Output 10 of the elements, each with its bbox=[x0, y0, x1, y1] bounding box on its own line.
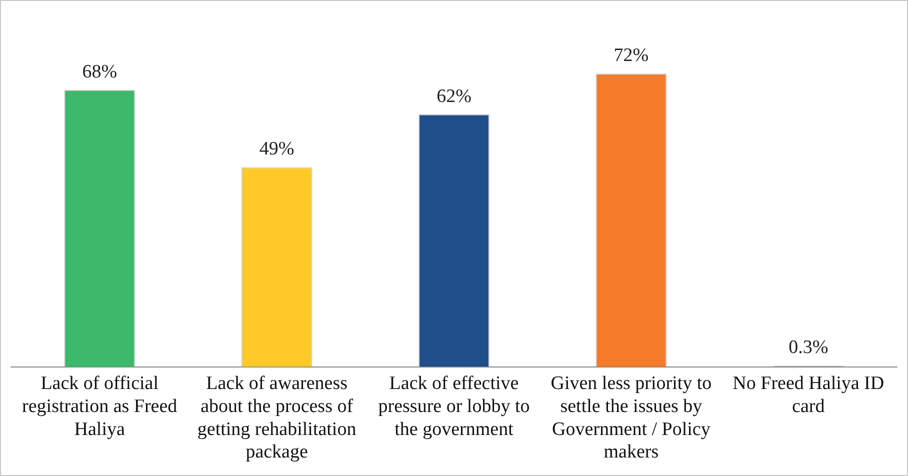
x-tick-label: No Freed Haliya ID card bbox=[732, 373, 884, 417]
data-label: 0.3% bbox=[788, 337, 828, 358]
x-tick-label: Lack of awareness about the process of getting rehabilitation package bbox=[197, 373, 357, 463]
x-tick-label: Lack of effective pressure or lobby to the government bbox=[378, 373, 530, 440]
data-label: 49% bbox=[259, 138, 294, 160]
x-tick-label: Lack of official registration as Freed Haliya bbox=[22, 373, 178, 440]
x-tick-label: Given less priority to settle the issues by Government / Policy makers bbox=[550, 373, 712, 463]
data-label: 62% bbox=[436, 86, 472, 107]
data-label: 68% bbox=[82, 61, 118, 82]
data-label: 72% bbox=[614, 45, 649, 66]
